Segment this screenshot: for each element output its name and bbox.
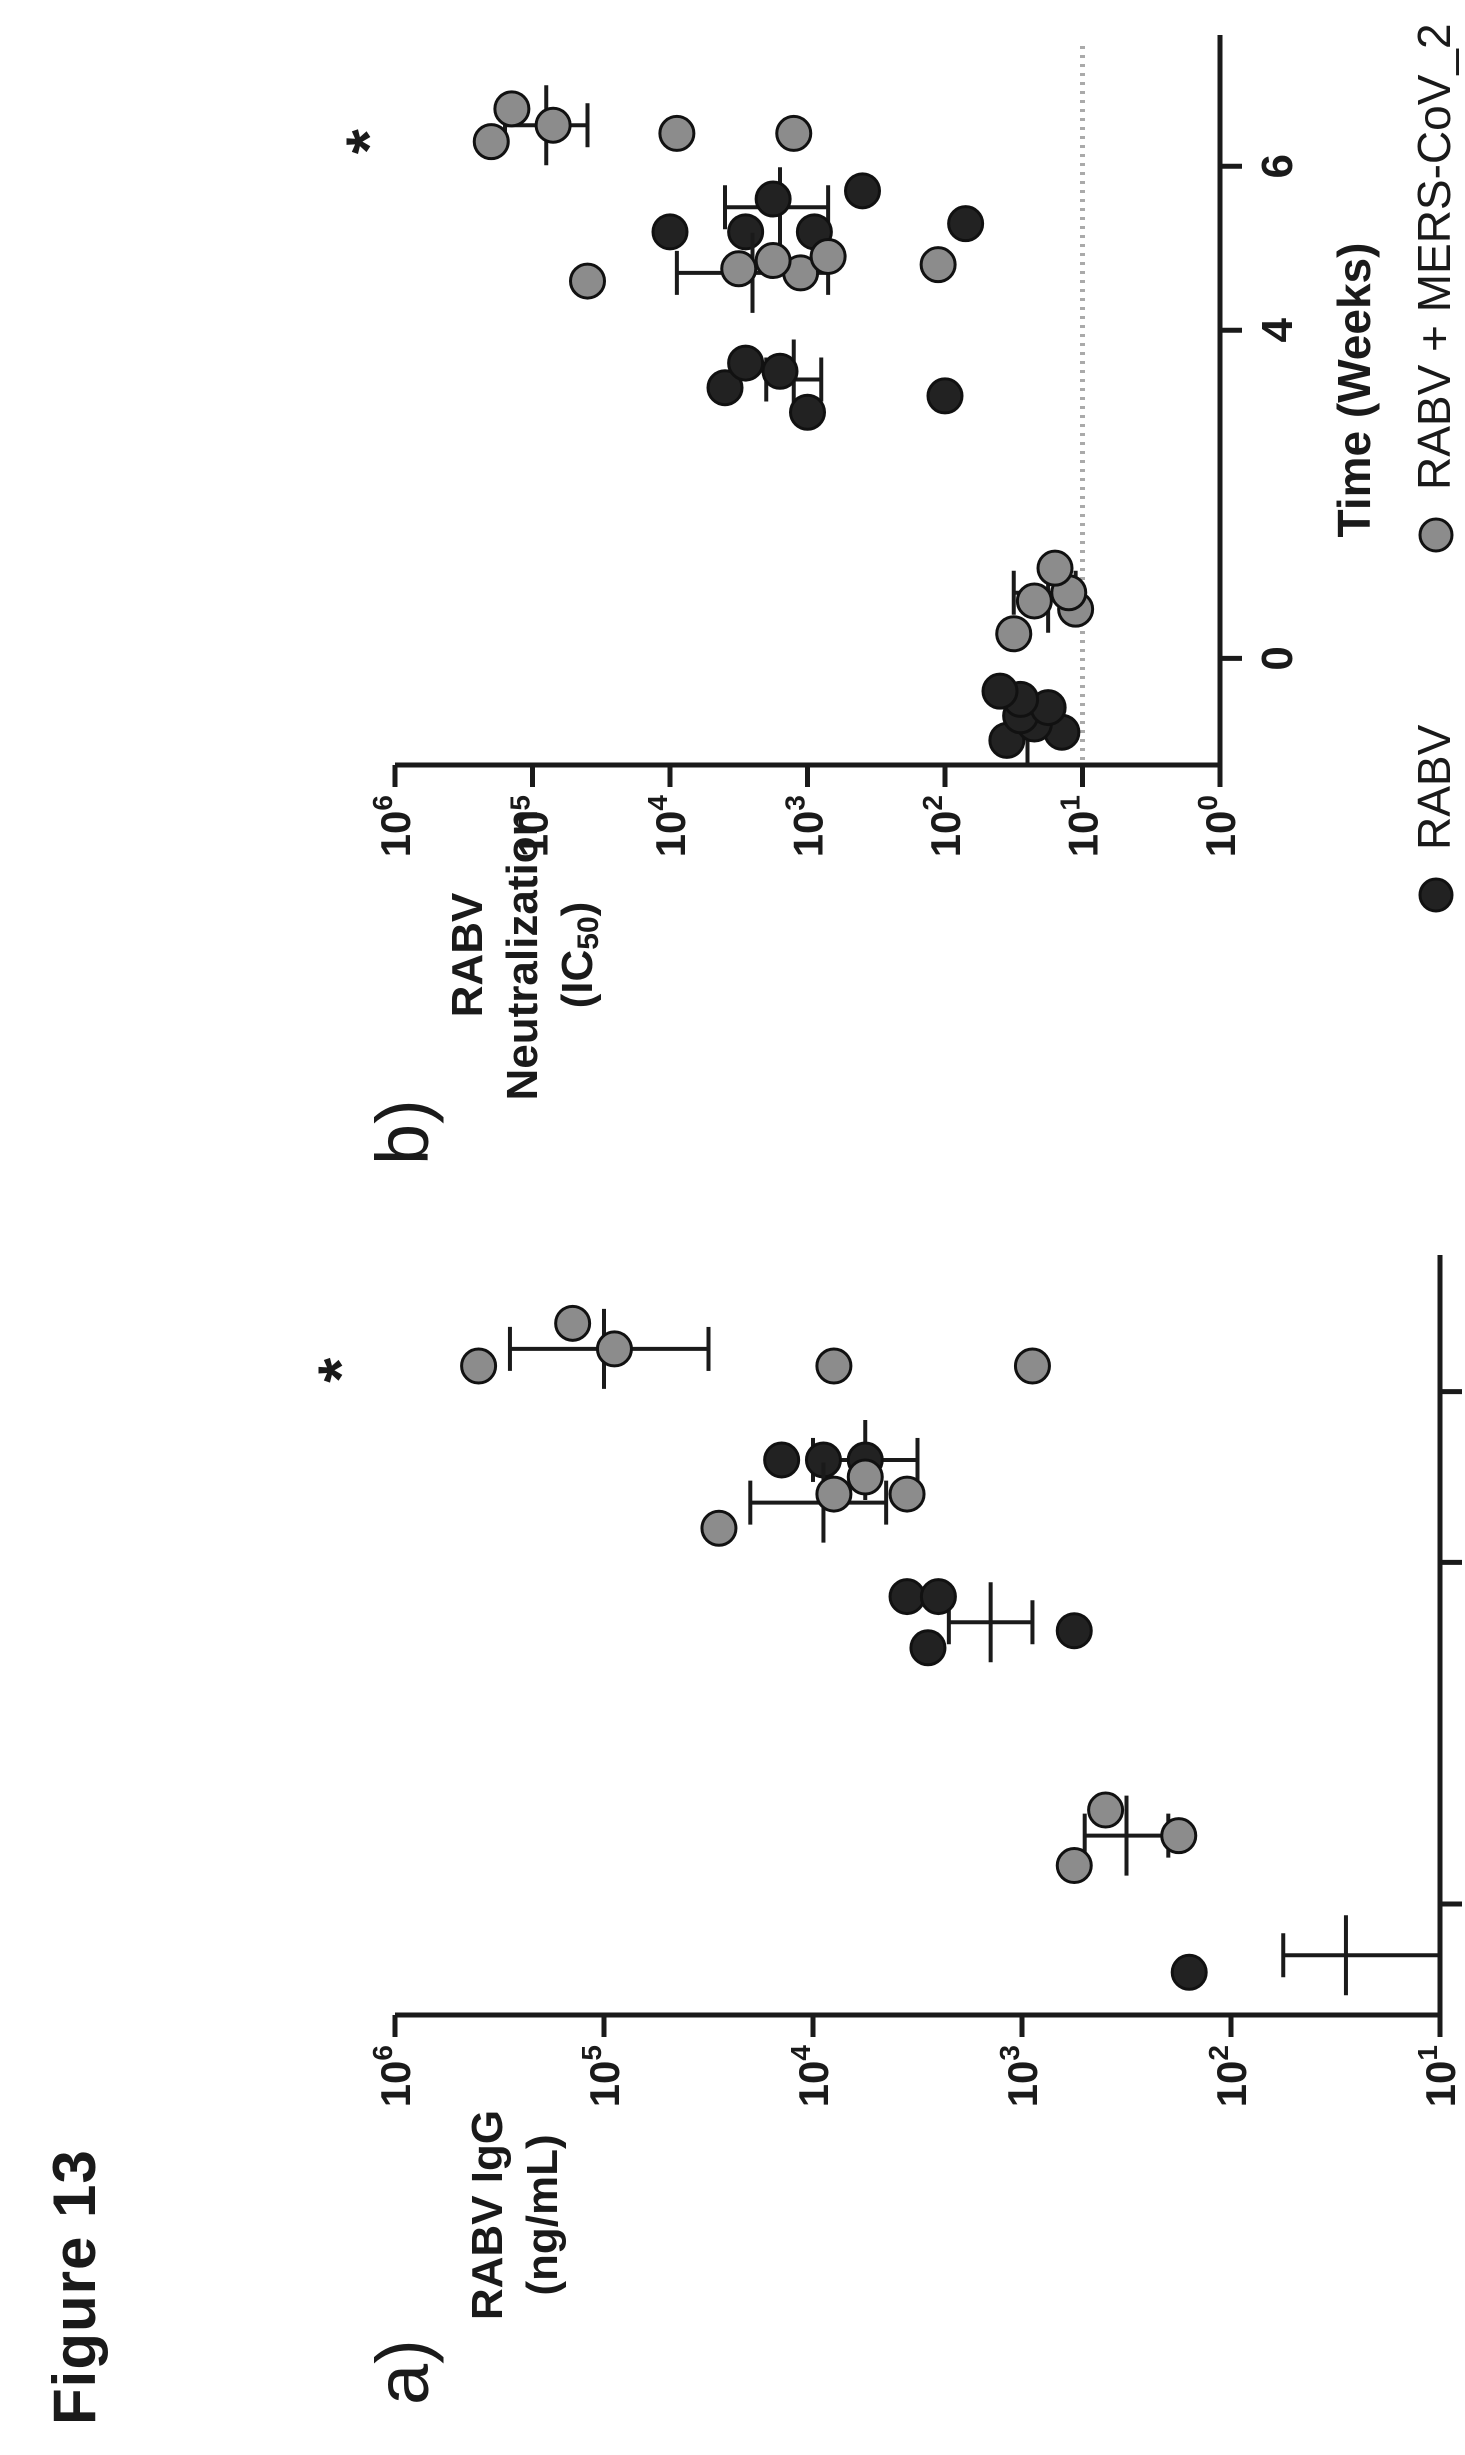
data-point <box>554 1304 592 1342</box>
y-tick-label: 104 <box>642 795 694 858</box>
data-point <box>1036 549 1074 587</box>
data-point <box>1015 582 1053 620</box>
data-point <box>754 242 792 280</box>
data-point <box>815 1347 853 1385</box>
y-tick-base: 10 <box>510 811 557 858</box>
data-point <box>1013 1347 1051 1385</box>
y-tick-base: 10 <box>1208 2061 1255 2108</box>
data-point <box>775 114 813 152</box>
y-tick-label: 103 <box>780 795 832 857</box>
data-point <box>754 180 792 218</box>
data-point <box>534 106 572 144</box>
data-point <box>493 90 531 128</box>
y-tick-base: 10 <box>999 2061 1046 2108</box>
y-tick-label: 102 <box>917 795 969 857</box>
y-tick-label: 105 <box>505 795 557 857</box>
data-point <box>846 1458 884 1496</box>
y-tick-base: 10 <box>581 2061 628 2108</box>
y-tick-base: 10 <box>647 811 694 858</box>
y-tick-label: 106 <box>367 795 419 857</box>
data-point <box>763 1441 801 1479</box>
data-point <box>727 213 765 251</box>
data-point <box>844 172 881 210</box>
data-point <box>472 123 510 161</box>
y-tick-exponent: 6 <box>367 2045 398 2061</box>
y-tick-exponent: 4 <box>642 795 673 811</box>
x-tick-label: 4 <box>1253 318 1302 343</box>
y-tick-base: 10 <box>372 811 419 858</box>
y-tick-exponent: 2 <box>1203 2045 1234 2061</box>
data-point <box>981 672 1019 710</box>
y-tick-base: 10 <box>922 811 969 858</box>
data-point <box>809 237 847 275</box>
x-tick-label: 6 <box>1253 154 1302 178</box>
y-tick-base: 10 <box>1417 2061 1464 2108</box>
y-tick-label: 106 <box>367 2045 419 2107</box>
x-axis-label: Time (Weeks) <box>1328 243 1380 538</box>
y-tick-label: 105 <box>576 2045 628 2107</box>
data-point <box>909 1629 947 1667</box>
data-point <box>595 1330 633 1368</box>
data-point <box>720 250 758 288</box>
y-tick-exponent: 2 <box>917 795 948 811</box>
y-tick-exponent: 3 <box>780 795 811 811</box>
y-tick-label: 101 <box>1412 2045 1464 2107</box>
data-point <box>651 213 689 251</box>
data-point <box>658 114 696 152</box>
legend-marker <box>1418 877 1454 913</box>
data-point <box>1055 1847 1093 1885</box>
data-point <box>1160 1817 1198 1855</box>
y-tick-exponent: 6 <box>367 795 398 811</box>
data-point <box>706 369 744 407</box>
y-tick-exponent: 5 <box>505 795 536 811</box>
data-point <box>727 344 765 382</box>
y-tick-exponent: 3 <box>994 2045 1025 2061</box>
y-tick-exponent: 0 <box>1192 795 1223 811</box>
data-point <box>1055 1612 1093 1650</box>
y-tick-label: 103 <box>994 2045 1046 2107</box>
y-tick-exponent: 5 <box>576 2045 607 2061</box>
y-tick-base: 10 <box>785 811 832 858</box>
y-tick-exponent: 1 <box>1412 2045 1443 2061</box>
y-tick-label: 102 <box>1203 2045 1255 2107</box>
data-point <box>569 262 606 300</box>
y-tick-label: 101 <box>1055 795 1107 857</box>
legend-label: RABV + MERS-CoV_2 <box>1408 23 1460 490</box>
legend-marker <box>1418 517 1454 553</box>
y-tick-exponent: 1 <box>1055 795 1086 811</box>
significance-asterisk: * <box>333 129 405 154</box>
significance-asterisk: * <box>304 1358 376 1383</box>
y-tick-base: 10 <box>790 2061 837 2108</box>
y-tick-label: 104 <box>785 2045 837 2108</box>
data-point <box>761 352 799 390</box>
data-point <box>888 1475 926 1513</box>
data-point <box>947 205 985 243</box>
data-point <box>460 1347 498 1385</box>
data-point <box>1087 1791 1125 1829</box>
data-point <box>815 1475 853 1513</box>
data-point <box>919 1578 957 1616</box>
data-point <box>919 246 957 284</box>
data-point <box>1170 1953 1208 1991</box>
y-tick-base: 10 <box>372 2061 419 2108</box>
y-tick-exponent: 4 <box>785 2045 816 2061</box>
data-point <box>700 1509 738 1547</box>
data-point <box>926 377 964 415</box>
data-point <box>995 615 1033 653</box>
x-tick-label: 0 <box>1253 646 1302 670</box>
y-tick-base: 10 <box>1060 811 1107 858</box>
y-tick-base: 10 <box>1197 811 1244 858</box>
legend-label: RABV <box>1408 724 1460 850</box>
y-tick-label: 100 <box>1192 795 1244 857</box>
data-point <box>789 393 826 431</box>
